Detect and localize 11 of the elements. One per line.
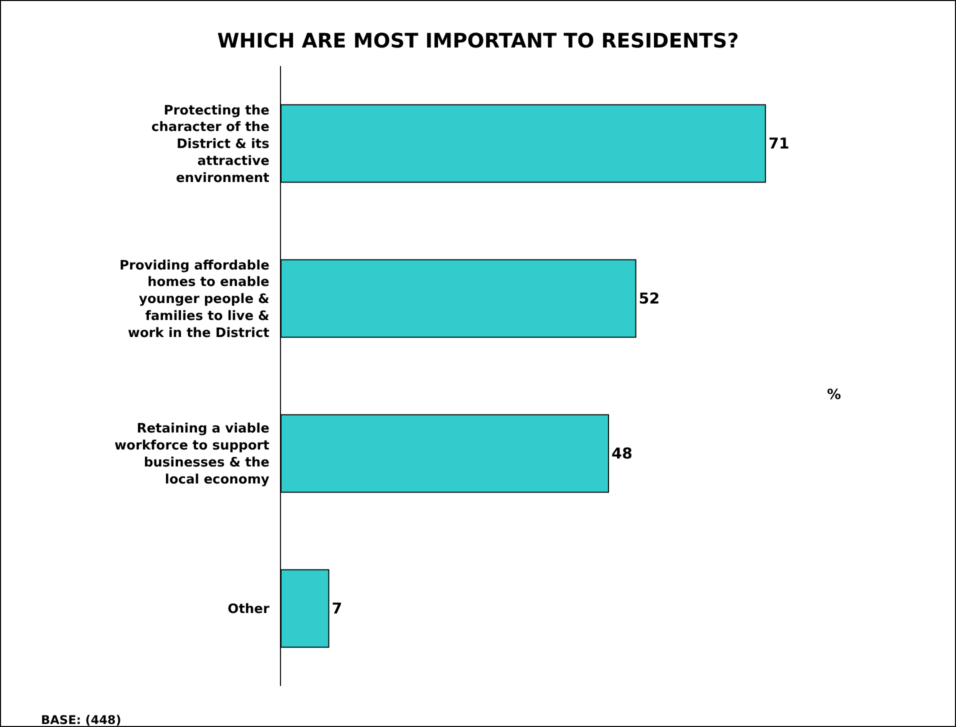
y-tick-label: Retaining a viable workforce to support businesses & the local economy xyxy=(114,422,270,488)
data-label: 71 xyxy=(768,134,790,152)
y-tick-label: Providing affordable homes to enable younger people & families to live & work in the District xyxy=(119,258,270,341)
chart-title: WHICH ARE MOST IMPORTANT TO RESIDENTS? xyxy=(217,28,739,53)
data-label: 48 xyxy=(612,444,632,462)
data-label: 52 xyxy=(638,290,660,308)
y-tick-label: Protecting the character of the District & its attractive environment xyxy=(151,103,270,186)
y-tick-label: Other xyxy=(228,602,270,618)
data-label: 7 xyxy=(332,600,342,618)
text: % xyxy=(827,387,842,403)
text: BASE: (448) xyxy=(41,713,122,727)
